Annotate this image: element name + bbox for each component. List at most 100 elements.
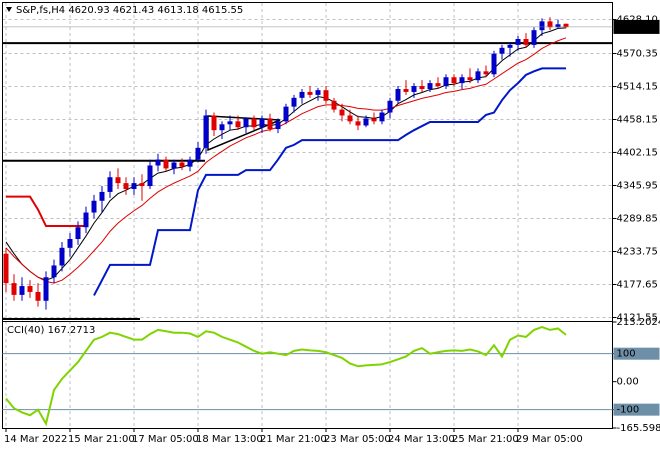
candle-body	[403, 89, 409, 92]
cci-line	[5, 326, 567, 427]
y-tick-label: 4177.65	[617, 280, 658, 291]
y-tick-label: 4402.15	[617, 147, 658, 158]
x-tick-label: 14 Mar 2022	[4, 434, 67, 445]
frame	[2, 2, 613, 429]
candle-body	[307, 91, 313, 95]
candle-body	[83, 212, 89, 228]
candle-body	[99, 191, 105, 201]
candle-body	[475, 71, 481, 81]
candle-body	[147, 165, 153, 187]
candle-body	[195, 147, 201, 160]
candle-body	[299, 91, 305, 98]
x-tick-label: 24 Mar 13:00	[388, 434, 455, 445]
candle-body	[515, 39, 521, 45]
candle-body	[371, 118, 377, 122]
indicator-line	[5, 27, 567, 281]
candle-body	[267, 118, 273, 129]
candle-body	[179, 162, 185, 167]
x-tick-label: 23 Mar 05:00	[324, 434, 391, 445]
candle-body	[11, 283, 17, 295]
y-tick-label: 4233.75	[617, 247, 658, 258]
y-tick-label: -100	[617, 405, 640, 416]
candle-body	[27, 286, 33, 292]
indicator-line	[93, 67, 566, 296]
candle-body	[75, 227, 81, 239]
y-tick-label: 4514.15	[617, 82, 658, 93]
x-tick-label: 21 Mar 21:00	[260, 434, 327, 445]
candle-body	[115, 177, 121, 184]
candle-body	[187, 159, 193, 167]
chart-title: S&P,fs,H4 4620.93 4621.43 4613.18 4615.5…	[16, 5, 243, 16]
y-tick-label: 4570.35	[617, 49, 658, 60]
candle-body	[107, 177, 113, 192]
candle-body	[59, 247, 65, 266]
candle-body	[491, 53, 497, 75]
candle-body	[251, 118, 257, 128]
candle-body	[283, 106, 289, 122]
x-tick-label: 25 Mar 21:00	[452, 434, 519, 445]
x-tick-label: 18 Mar 13:00	[196, 434, 263, 445]
candle-body	[459, 77, 465, 84]
candle-body	[339, 109, 345, 116]
x-tick-label: 29 Mar 05:00	[516, 434, 583, 445]
candle-body	[427, 83, 433, 89]
candle-body	[19, 286, 25, 295]
y-tick-label: 4289.85	[617, 214, 658, 225]
candle-body	[171, 162, 177, 169]
candle-body	[163, 159, 169, 169]
candle-body	[539, 21, 545, 31]
y-tick-label: 213.2024	[617, 317, 660, 328]
y-tick-label: 0.00	[617, 377, 639, 388]
price-tag-label: 4615.55	[617, 22, 658, 33]
candle-body	[259, 118, 265, 128]
level-tag	[613, 403, 660, 416]
y-tick-label: 4121.55	[617, 313, 658, 324]
candle-body	[355, 121, 361, 126]
candle-body	[131, 183, 137, 189]
candle-body	[499, 47, 505, 54]
candle-body	[315, 90, 321, 95]
candle-body	[67, 239, 73, 248]
candle-body	[523, 39, 529, 45]
candle-body	[411, 86, 417, 92]
candle-body	[379, 112, 385, 122]
candle-body	[387, 100, 393, 113]
indicator-line	[6, 195, 86, 228]
candle-body	[419, 86, 425, 89]
level-tag	[613, 347, 660, 360]
candle-body	[139, 183, 145, 187]
candle-body	[451, 77, 457, 84]
candle-body	[395, 89, 401, 101]
menu-arrow	[6, 7, 12, 12]
indicator-title: CCI(40) 167.2713	[7, 325, 95, 336]
price-tag	[613, 19, 660, 34]
candle-body	[203, 115, 209, 148]
candle-body	[275, 121, 281, 129]
candle-body	[243, 118, 249, 128]
candle-body	[35, 291, 41, 301]
candle-body	[363, 118, 369, 126]
candle-body	[435, 83, 441, 87]
candle-body	[467, 77, 473, 81]
candle-body	[211, 115, 217, 131]
x-tick-label: 17 Mar 05:00	[132, 434, 199, 445]
candle-body	[507, 44, 513, 48]
y-tick-label: 4345.95	[617, 181, 658, 192]
candle-body	[547, 21, 553, 28]
candle-body	[219, 124, 225, 131]
candle-body	[51, 265, 57, 278]
y-tick-label: 4458.15	[617, 115, 658, 126]
x-tick-label: 15 Mar 21:00	[68, 434, 135, 445]
candle-body	[43, 277, 49, 301]
candle-body	[347, 115, 353, 122]
candle-body	[443, 77, 449, 87]
y-tick-label: -165.5986	[617, 423, 660, 434]
candle-body	[555, 24, 561, 28]
y-tick-label: 100	[617, 349, 636, 360]
candle-body	[331, 100, 337, 110]
candle-body	[123, 183, 129, 189]
candle-body	[531, 30, 537, 45]
candle-body	[235, 121, 241, 128]
candle-body	[155, 159, 161, 166]
